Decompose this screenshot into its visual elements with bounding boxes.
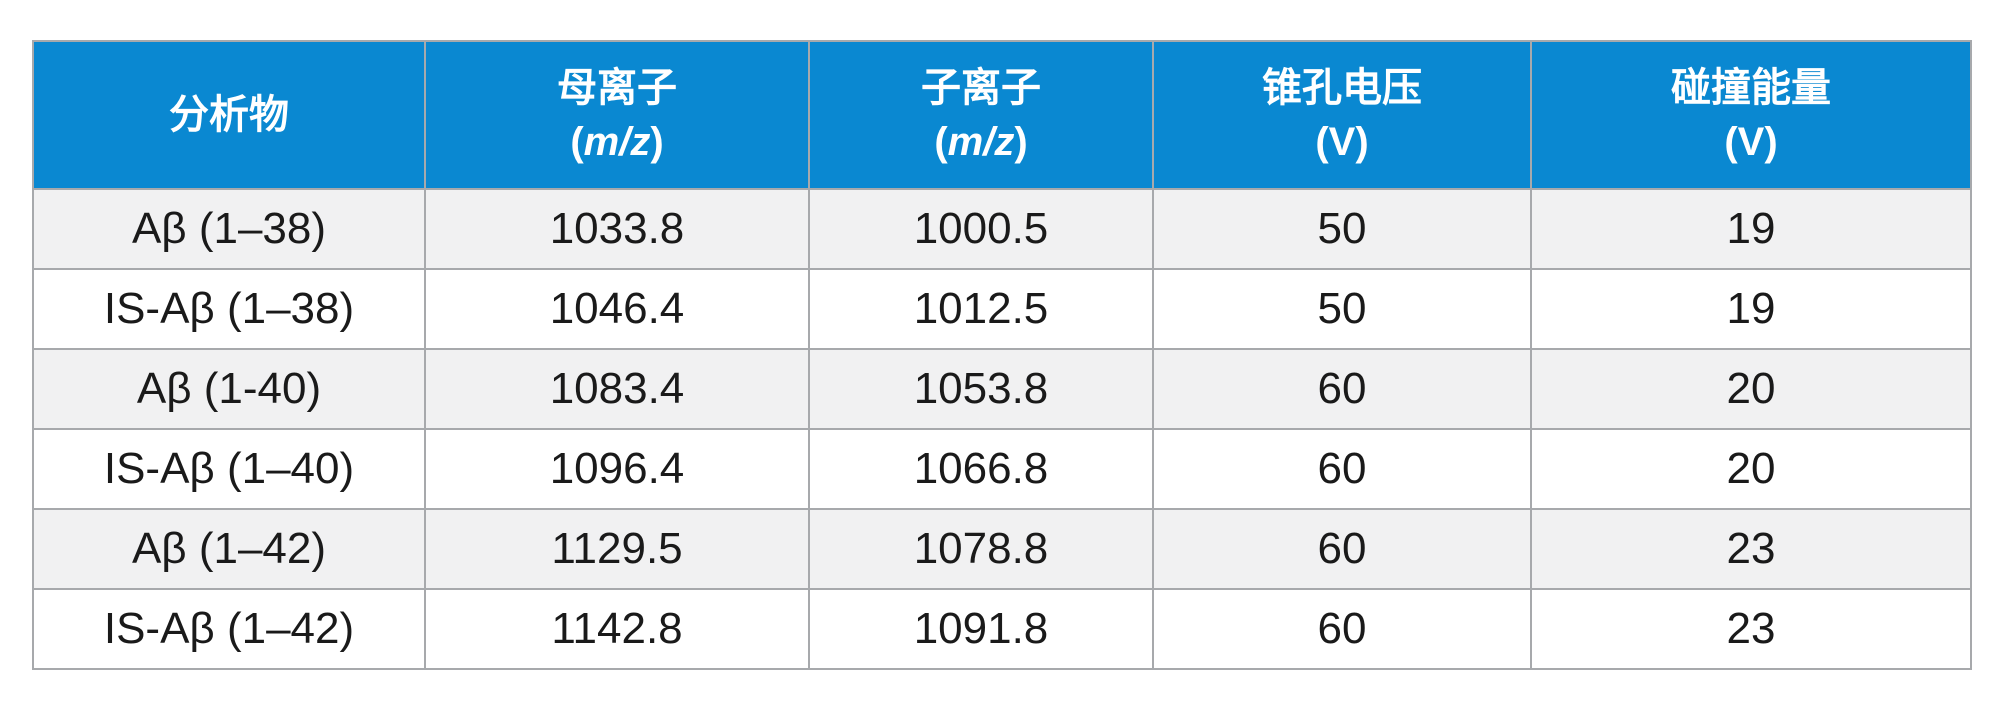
table-header: 分析物 母离子 (m/z) 子离子 (m/z) 锥孔电压 (V) 碰撞能量 (V… bbox=[32, 40, 1972, 190]
header-product-label: 子离子 bbox=[921, 66, 1041, 110]
header-analyte: 分析物 bbox=[32, 40, 426, 190]
cell-cone-voltage: 60 bbox=[1152, 588, 1532, 670]
cell-collision-energy: 19 bbox=[1530, 188, 1972, 270]
table-body: Aβ (1–38) 1033.8 1000.5 50 19 IS-Aβ (1–3… bbox=[32, 188, 1972, 670]
header-precursor-ion: 母离子 (m/z) bbox=[424, 40, 810, 190]
header-analyte-label: 分析物 bbox=[169, 93, 289, 137]
cell-analyte: IS-Aβ (1–42) bbox=[32, 588, 426, 670]
cell-product: 1078.8 bbox=[808, 508, 1154, 590]
cell-collision-energy: 20 bbox=[1530, 428, 1972, 510]
header-collision-unit: (V) bbox=[1724, 120, 1778, 164]
table-row: IS-Aβ (1–40) 1096.4 1066.8 60 20 bbox=[32, 428, 1972, 510]
cell-analyte: IS-Aβ (1–40) bbox=[32, 428, 426, 510]
cell-precursor: 1083.4 bbox=[424, 348, 810, 430]
cell-analyte: IS-Aβ (1–38) bbox=[32, 268, 426, 350]
cell-precursor: 1033.8 bbox=[424, 188, 810, 270]
cell-analyte: Aβ (1–38) bbox=[32, 188, 426, 270]
cell-analyte: Aβ (1-40) bbox=[32, 348, 426, 430]
cell-cone-voltage: 50 bbox=[1152, 188, 1532, 270]
cell-collision-energy: 20 bbox=[1530, 348, 1972, 430]
header-collision-energy: 碰撞能量 (V) bbox=[1530, 40, 1972, 190]
unit-close-paren: ) bbox=[650, 120, 664, 164]
cell-cone-voltage: 60 bbox=[1152, 508, 1532, 590]
cell-collision-energy: 19 bbox=[1530, 268, 1972, 350]
cell-product: 1012.5 bbox=[808, 268, 1154, 350]
cell-product: 1000.5 bbox=[808, 188, 1154, 270]
cell-precursor: 1142.8 bbox=[424, 588, 810, 670]
unit-mz: m/z bbox=[947, 120, 1015, 164]
header-precursor-unit: (m/z) bbox=[426, 115, 808, 169]
cell-collision-energy: 23 bbox=[1530, 508, 1972, 590]
cell-product: 1091.8 bbox=[808, 588, 1154, 670]
header-cone-label: 锥孔电压 bbox=[1262, 66, 1422, 110]
header-collision-label: 碰撞能量 bbox=[1671, 66, 1831, 110]
header-cone-unit: (V) bbox=[1315, 120, 1369, 164]
unit-open-paren: ( bbox=[570, 120, 584, 164]
header-row: 分析物 母离子 (m/z) 子离子 (m/z) 锥孔电压 (V) 碰撞能量 (V… bbox=[32, 40, 1972, 190]
header-product-ion: 子离子 (m/z) bbox=[808, 40, 1154, 190]
cell-analyte: Aβ (1–42) bbox=[32, 508, 426, 590]
cell-cone-voltage: 60 bbox=[1152, 428, 1532, 510]
header-precursor-label: 母离子 bbox=[557, 66, 677, 110]
unit-open-paren: ( bbox=[934, 120, 948, 164]
cell-precursor: 1096.4 bbox=[424, 428, 810, 510]
table-row: IS-Aβ (1–42) 1142.8 1091.8 60 23 bbox=[32, 588, 1972, 670]
table-row: IS-Aβ (1–38) 1046.4 1012.5 50 19 bbox=[32, 268, 1972, 350]
cell-precursor: 1129.5 bbox=[424, 508, 810, 590]
cell-product: 1053.8 bbox=[808, 348, 1154, 430]
unit-close-paren: ) bbox=[1014, 120, 1028, 164]
cell-cone-voltage: 50 bbox=[1152, 268, 1532, 350]
cell-cone-voltage: 60 bbox=[1152, 348, 1532, 430]
header-cone-voltage: 锥孔电压 (V) bbox=[1152, 40, 1532, 190]
mrm-parameters-table: 分析物 母离子 (m/z) 子离子 (m/z) 锥孔电压 (V) 碰撞能量 (V… bbox=[32, 40, 1972, 670]
cell-precursor: 1046.4 bbox=[424, 268, 810, 350]
table-row: Aβ (1–42) 1129.5 1078.8 60 23 bbox=[32, 508, 1972, 590]
table-row: Aβ (1–38) 1033.8 1000.5 50 19 bbox=[32, 188, 1972, 270]
unit-mz: m/z bbox=[583, 120, 651, 164]
mrm-parameters-table-wrapper: 分析物 母离子 (m/z) 子离子 (m/z) 锥孔电压 (V) 碰撞能量 (V… bbox=[32, 40, 1972, 670]
table-row: Aβ (1-40) 1083.4 1053.8 60 20 bbox=[32, 348, 1972, 430]
cell-product: 1066.8 bbox=[808, 428, 1154, 510]
header-product-unit: (m/z) bbox=[810, 115, 1152, 169]
cell-collision-energy: 23 bbox=[1530, 588, 1972, 670]
